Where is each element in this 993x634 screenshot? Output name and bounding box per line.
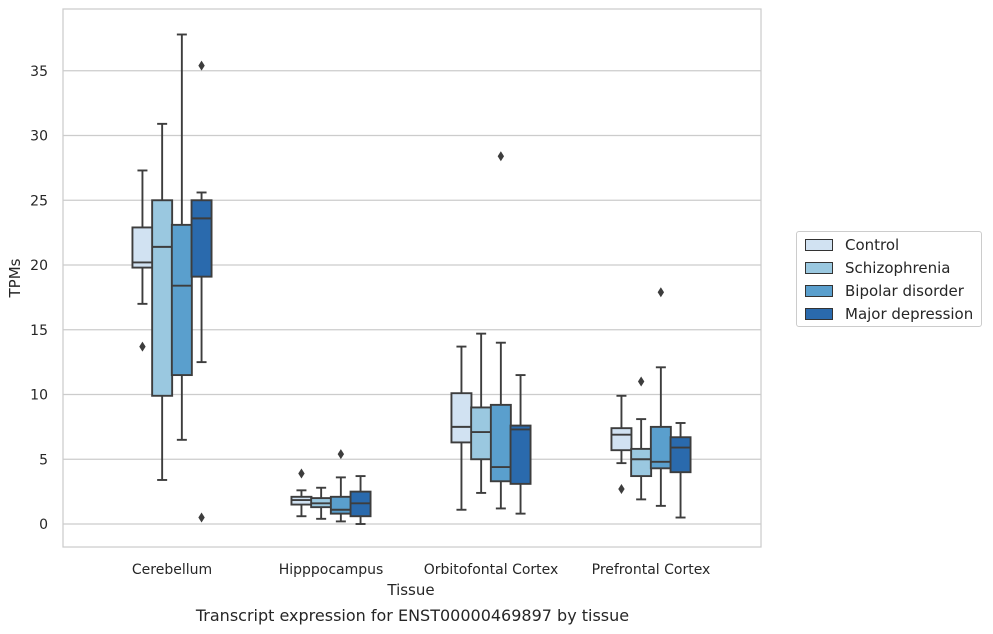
box-prefrontal-cortex-major-depression xyxy=(669,422,692,519)
y-tick-label-5: 5 xyxy=(39,452,48,468)
x-tick-label-prefrontal-cortex: Prefrontal Cortex xyxy=(592,562,711,578)
box-hipppocampus-major-depression xyxy=(349,475,372,525)
x-tick-labels: Cerebellum Hipppocampus Orbitofontal Corte… xyxy=(132,562,710,578)
y-tick-label-20: 20 xyxy=(30,258,48,274)
box-cerebellum-major-depression-flier-1 xyxy=(198,512,205,523)
box-cerebellum-schizophrenia-iqr xyxy=(151,199,174,397)
box-plot-marks xyxy=(131,33,692,525)
legend-item-major-depression: Major depression xyxy=(805,305,973,323)
y-tick-label-30: 30 xyxy=(30,129,48,145)
legend-label-control: Control xyxy=(845,236,900,254)
legend-swatch-schizophrenia xyxy=(805,262,833,274)
box-prefrontal-cortex-major-depression-iqr xyxy=(669,436,692,474)
y-tick-labels: 0 5 10 15 20 25 30 35 xyxy=(30,64,48,533)
figure-caption: Transcript expression for ENST0000046989… xyxy=(195,606,630,625)
box-hipppocampus-bipolar-disorder-iqr xyxy=(329,495,352,515)
box-orbitofontal-cortex-control-iqr xyxy=(450,392,473,444)
box-prefrontal-cortex-bipolar-disorder xyxy=(649,287,672,507)
y-tick-label-0: 0 xyxy=(39,517,48,533)
legend-label-schizophrenia: Schizophrenia xyxy=(845,259,951,277)
legend-label-major-depression: Major depression xyxy=(845,305,974,323)
y-tick-label-25: 25 xyxy=(30,193,48,209)
box-cerebellum-control xyxy=(131,169,154,352)
box-orbitofontal-cortex-bipolar-disorder-iqr xyxy=(489,403,512,483)
box-cerebellum-major-depression-iqr xyxy=(190,199,213,278)
legend-label-bipolar-disorder: Bipolar disorder xyxy=(845,282,964,300)
box-prefrontal-cortex-schizophrenia-iqr xyxy=(630,447,653,478)
box-orbitofontal-cortex-major-depression xyxy=(509,374,532,515)
box-hipppocampus-bipolar-disorder xyxy=(329,449,352,523)
box-orbitofontal-cortex-schizophrenia-iqr xyxy=(470,406,493,461)
y-tick-label-35: 35 xyxy=(30,64,48,80)
legend-swatch-major-depression xyxy=(805,308,833,320)
x-tick-label-hipppocampus: Hipppocampus xyxy=(279,562,384,578)
legend-swatch-bipolar-disorder xyxy=(805,285,833,297)
box-hipppocampus-schizophrenia xyxy=(310,486,333,520)
legend-item-schizophrenia: Schizophrenia xyxy=(805,259,950,277)
box-prefrontal-cortex-bipolar-disorder-flier-0 xyxy=(657,287,665,298)
box-cerebellum-major-depression-flier-0 xyxy=(198,60,205,71)
box-prefrontal-cortex-control-iqr xyxy=(610,427,633,452)
box-orbitofontal-cortex-schizophrenia xyxy=(470,332,493,494)
box-cerebellum-major-depression xyxy=(190,60,213,523)
y-tick-label-10: 10 xyxy=(30,388,48,404)
box-prefrontal-cortex-schizophrenia-flier-0 xyxy=(637,376,645,387)
legend-swatch-control xyxy=(805,239,833,251)
box-orbitofontal-cortex-bipolar-disorder-flier-0 xyxy=(497,151,505,162)
legend: Control Schizophrenia Bipolar disorder M… xyxy=(796,231,982,327)
box-cerebellum-bipolar-disorder xyxy=(170,33,193,441)
x-tick-label-cerebellum: Cerebellum xyxy=(132,562,212,578)
box-cerebellum-control-flier-0 xyxy=(139,341,146,352)
x-tick-label-orbitofontal-cortex: Orbitofontal Cortex xyxy=(424,562,559,578)
box-orbitofontal-cortex-control xyxy=(450,345,473,511)
box-hipppocampus-control xyxy=(290,468,313,518)
y-tick-label-15: 15 xyxy=(30,323,48,339)
box-prefrontal-cortex-control xyxy=(610,394,633,495)
legend-item-control: Control xyxy=(805,236,899,254)
x-axis-label: Tissue xyxy=(386,581,434,599)
box-orbitofontal-cortex-major-depression-iqr xyxy=(509,424,532,485)
box-cerebellum-bipolar-disorder-iqr xyxy=(170,223,193,377)
box-prefrontal-cortex-control-flier-0 xyxy=(618,484,625,495)
legend-item-bipolar-disorder: Bipolar disorder xyxy=(805,282,964,300)
box-hipppocampus-bipolar-disorder-flier-0 xyxy=(337,449,345,460)
plot-area-frame xyxy=(62,8,762,548)
box-hipppocampus-control-flier-0 xyxy=(298,468,305,479)
y-axis-label: TPMs xyxy=(6,258,24,298)
box-cerebellum-schizophrenia xyxy=(151,122,174,481)
